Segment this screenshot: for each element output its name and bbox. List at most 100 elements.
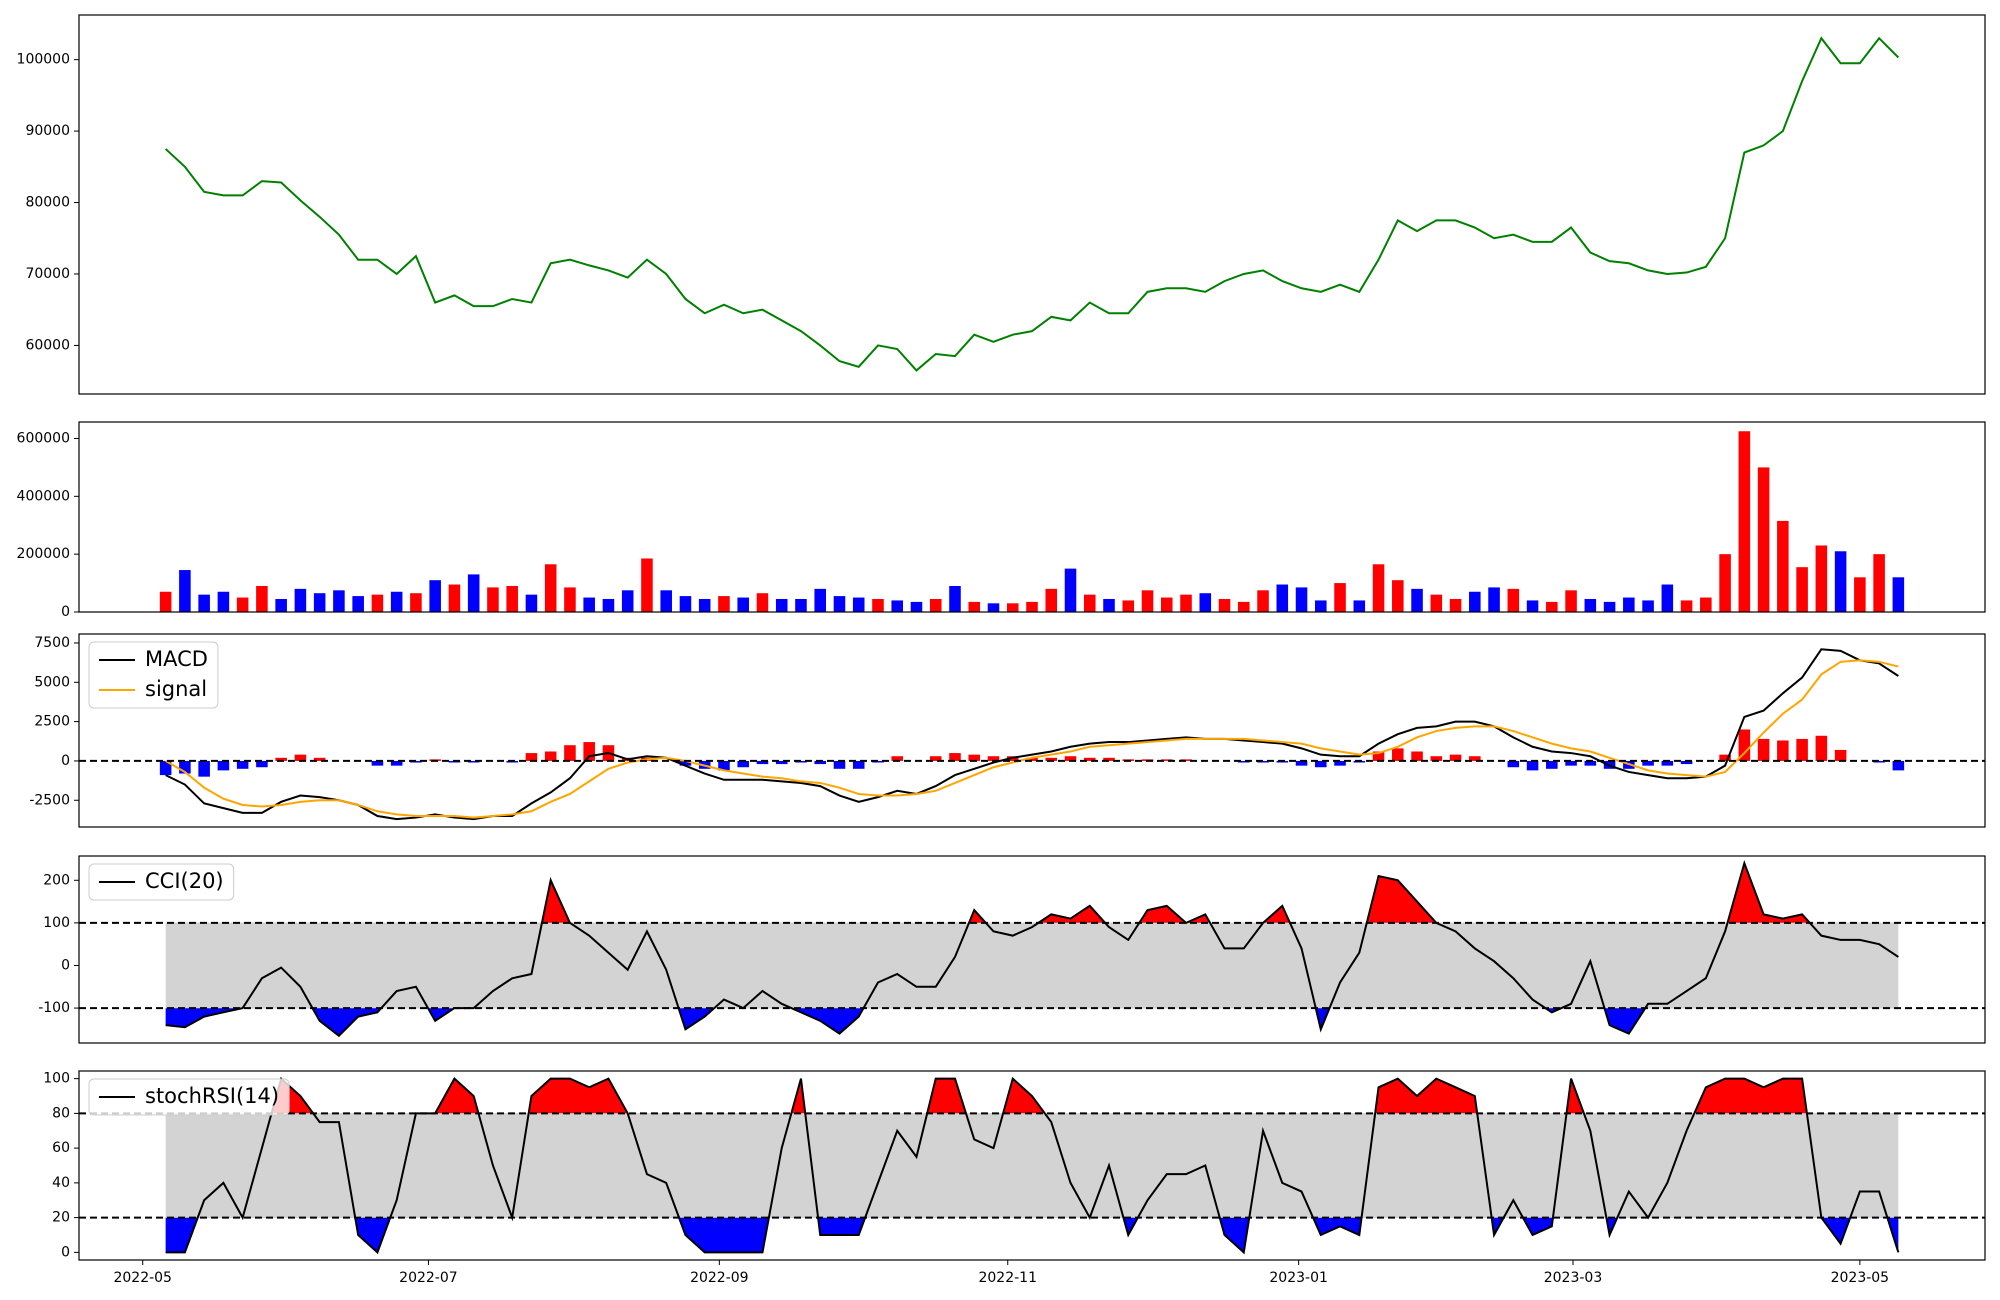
histogram-bar [1238,760,1250,763]
y-tick-label: -2500 [29,792,70,808]
volume-bar [1372,564,1385,612]
histogram-bar [1680,760,1693,765]
histogram-bar [1064,756,1077,761]
volume-bar [949,585,961,612]
volume-bar [660,590,672,612]
y-tick-label: 2500 [34,714,70,730]
volume-bar [429,580,441,612]
volume-bar [179,570,191,612]
volume-bar [333,590,345,612]
volume-bar [236,597,249,612]
histogram-bar [891,756,904,761]
panel [165,860,1899,1038]
histogram-bar [275,757,287,761]
volume-bar [583,597,595,612]
volume-bar [1892,577,1905,612]
volume-bar [487,587,499,612]
legend: CCI(20) [88,863,235,901]
volume-bar [1873,554,1885,612]
histogram-bar [1372,751,1385,761]
volume-bar [1565,590,1577,612]
volume-bar [1854,577,1866,612]
volume-bar [1507,588,1520,612]
overbought-fill [271,1078,1807,1114]
histogram-bar [1892,760,1905,771]
legend-box [88,863,235,901]
histogram-bar [775,760,788,765]
x-tick-label: 2022-05 [113,1270,172,1286]
legend-label: signal [145,677,207,701]
histogram-bar [1411,751,1423,761]
volume-bar [1738,431,1751,612]
volume-bar [352,596,364,612]
volume-bar [1661,584,1674,612]
axes-frame [78,1070,1986,1261]
legend: MACD signal [88,641,219,709]
histogram-bar [1160,759,1173,761]
histogram-bar [1584,760,1597,766]
histogram-bar [1815,735,1828,761]
series-line [165,659,1899,819]
histogram-bar [1257,760,1269,763]
volume-bar [814,588,826,612]
volume-bar [968,601,981,612]
histogram-bar [467,760,480,763]
volume-bar [1469,591,1481,612]
histogram-bar [1180,759,1192,761]
volume-bar [1238,601,1250,612]
y-tick-label: 70000 [25,266,70,282]
volume-bar [1488,587,1500,612]
x-tick-label: 2023-03 [1544,1270,1603,1286]
histogram-bar [179,760,191,774]
histogram-bar [198,760,210,777]
histogram-bar [1661,760,1674,766]
y-tick-label: 600000 [17,430,70,446]
volume-bar [1334,583,1346,612]
x-tick-label: 2023-01 [1269,1270,1328,1286]
volume-bar [448,584,461,612]
y-tick-label: 80 [52,1105,70,1121]
y-tick-label: 80000 [25,195,70,211]
y-tick-label: 90000 [25,123,70,139]
legend-label: CCI(20) [145,869,224,893]
panel [159,648,1905,821]
histogram-bar [852,760,865,769]
histogram-bar [1392,748,1404,761]
volume-bar [1603,601,1616,612]
volume-bar [679,596,692,612]
histogram-bar [1642,760,1654,766]
histogram-bar [371,760,384,766]
histogram-bar [1834,749,1847,761]
histogram-bar [236,760,249,769]
volume-bar [294,588,307,612]
volume-bar [198,594,210,612]
volume-bar [1045,588,1058,612]
y-tick-label: 400000 [17,488,70,504]
histogram-bar [1796,738,1808,761]
x-tick-label: 2023-05 [1831,1270,1890,1286]
volume-bar [410,593,422,612]
volume-bar [641,558,653,612]
volume-bar [1026,601,1038,612]
volume-bar [891,600,904,612]
legend-label: stochRSI(14) [145,1084,279,1108]
y-tick-label: 0 [61,604,70,620]
volume-bar [1430,594,1443,612]
volume-bar [1392,580,1404,612]
volume-bar [1276,584,1289,612]
x-tick-label: 2022-11 [978,1270,1037,1286]
volume-bar [756,593,769,612]
volume-bar [987,603,1000,612]
volume-bar [1815,545,1828,612]
histogram-bar [1315,760,1327,768]
histogram-bar [256,760,268,768]
histogram-bar [1334,760,1346,766]
volume-bar [698,598,711,612]
histogram-bar [987,756,1000,761]
volume-bar [1122,600,1135,612]
panel [164,36,1900,372]
volume-bar [313,593,326,612]
y-tick-label: 5000 [34,674,70,690]
histogram-bar [1449,754,1462,761]
histogram-bar [737,760,749,768]
